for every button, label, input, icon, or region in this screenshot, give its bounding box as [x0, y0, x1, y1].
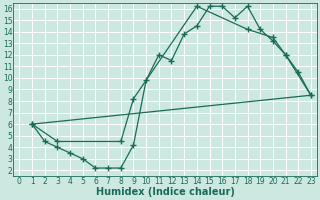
- X-axis label: Humidex (Indice chaleur): Humidex (Indice chaleur): [96, 187, 235, 197]
